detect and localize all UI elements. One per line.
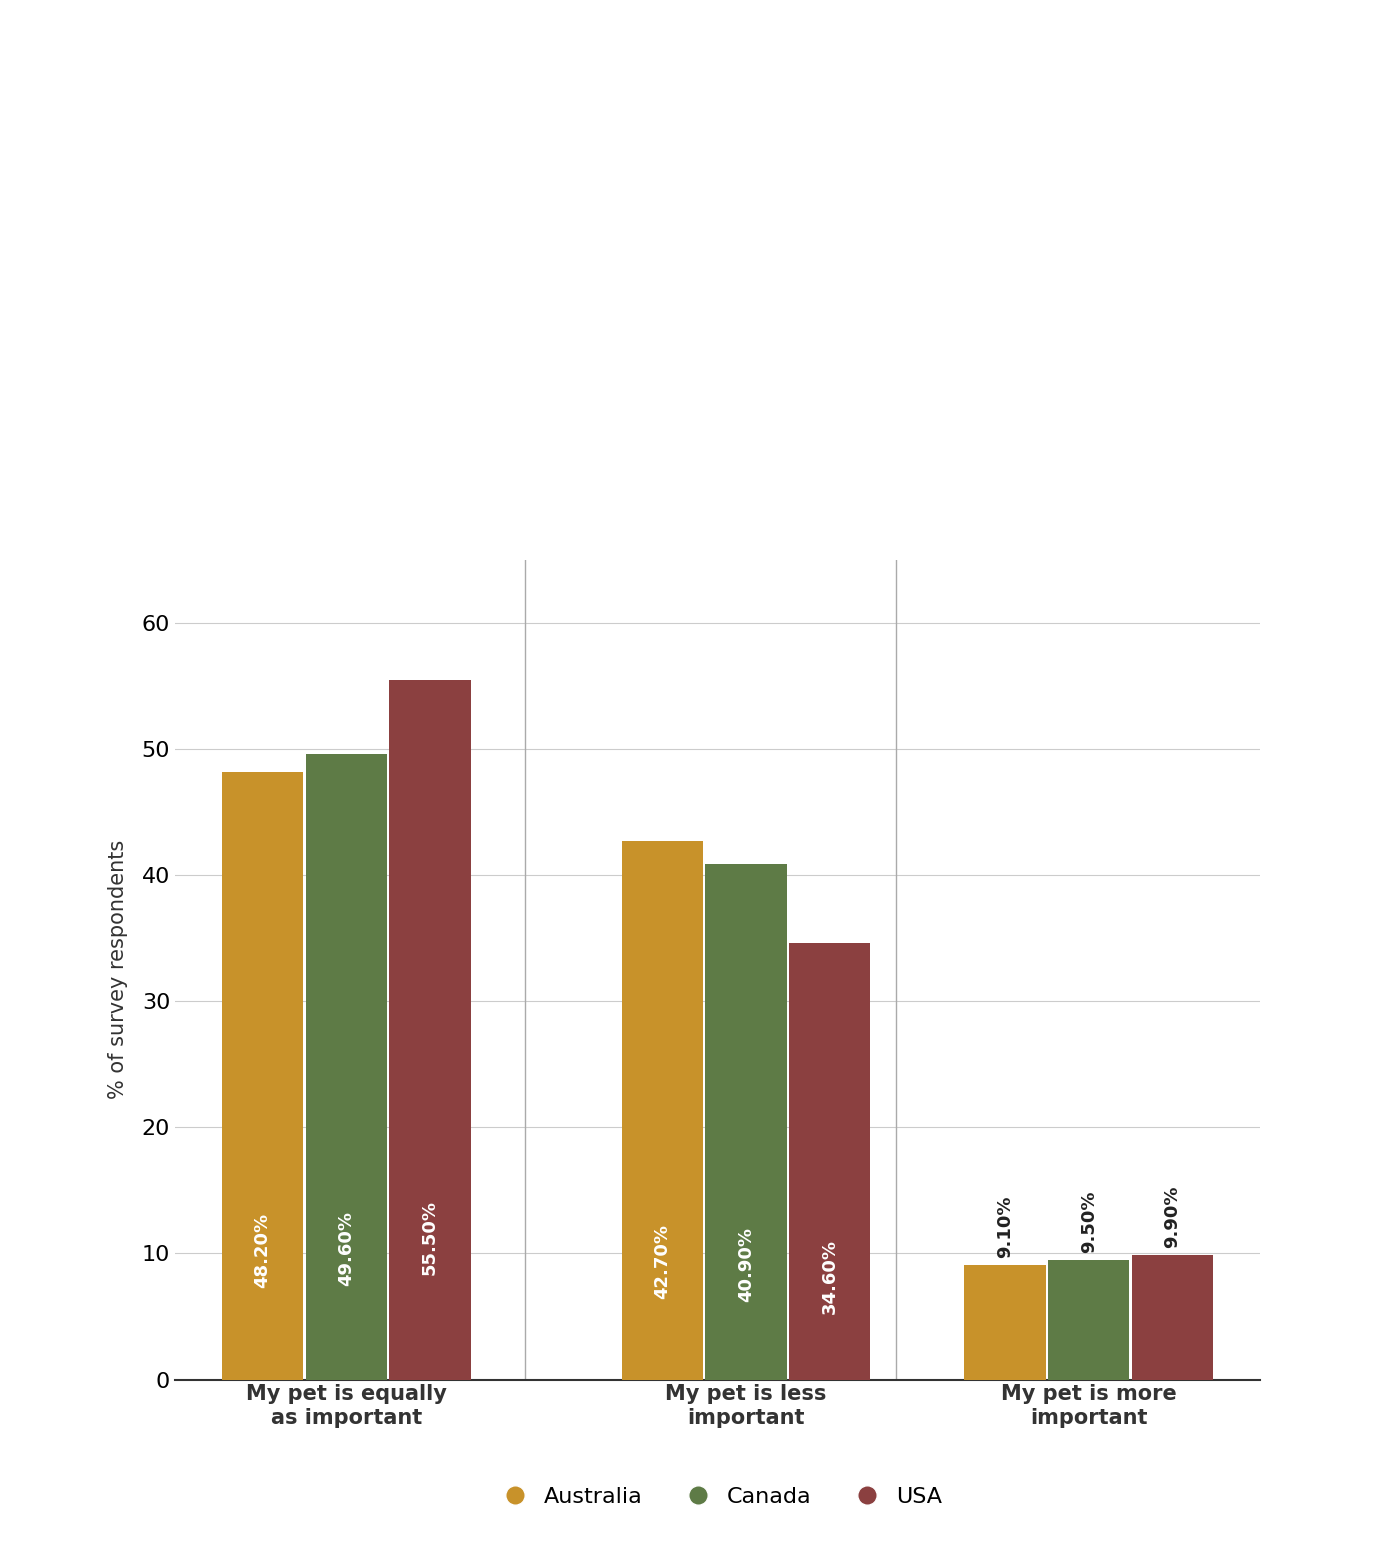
Text: 9.10%: 9.10% (995, 1197, 1014, 1259)
Bar (622, 842, 703, 1380)
Bar (223, 772, 304, 1380)
Text: 9.50%: 9.50% (1079, 1190, 1098, 1254)
Bar (1049, 1260, 1130, 1380)
Bar (1131, 1254, 1212, 1380)
Y-axis label: % of survey respondents: % of survey respondents (108, 840, 127, 1099)
Bar (706, 863, 787, 1380)
Text: Are pets as important to
the family as children?: Are pets as important to the family as c… (218, 277, 949, 389)
Text: 40.90%: 40.90% (736, 1228, 755, 1302)
Text: 42.70%: 42.70% (654, 1224, 671, 1299)
Bar (305, 753, 386, 1380)
Legend: Australia, Canada, USA: Australia, Canada, USA (484, 1479, 951, 1516)
Bar (790, 942, 871, 1380)
Text: 55.50%: 55.50% (421, 1200, 440, 1274)
Text: 49.60%: 49.60% (337, 1211, 356, 1285)
Text: 34.60%: 34.60% (820, 1238, 839, 1314)
Bar (389, 679, 470, 1380)
Text: 9.90%: 9.90% (1163, 1186, 1182, 1248)
Bar (965, 1265, 1046, 1380)
Text: 48.20%: 48.20% (253, 1214, 272, 1288)
